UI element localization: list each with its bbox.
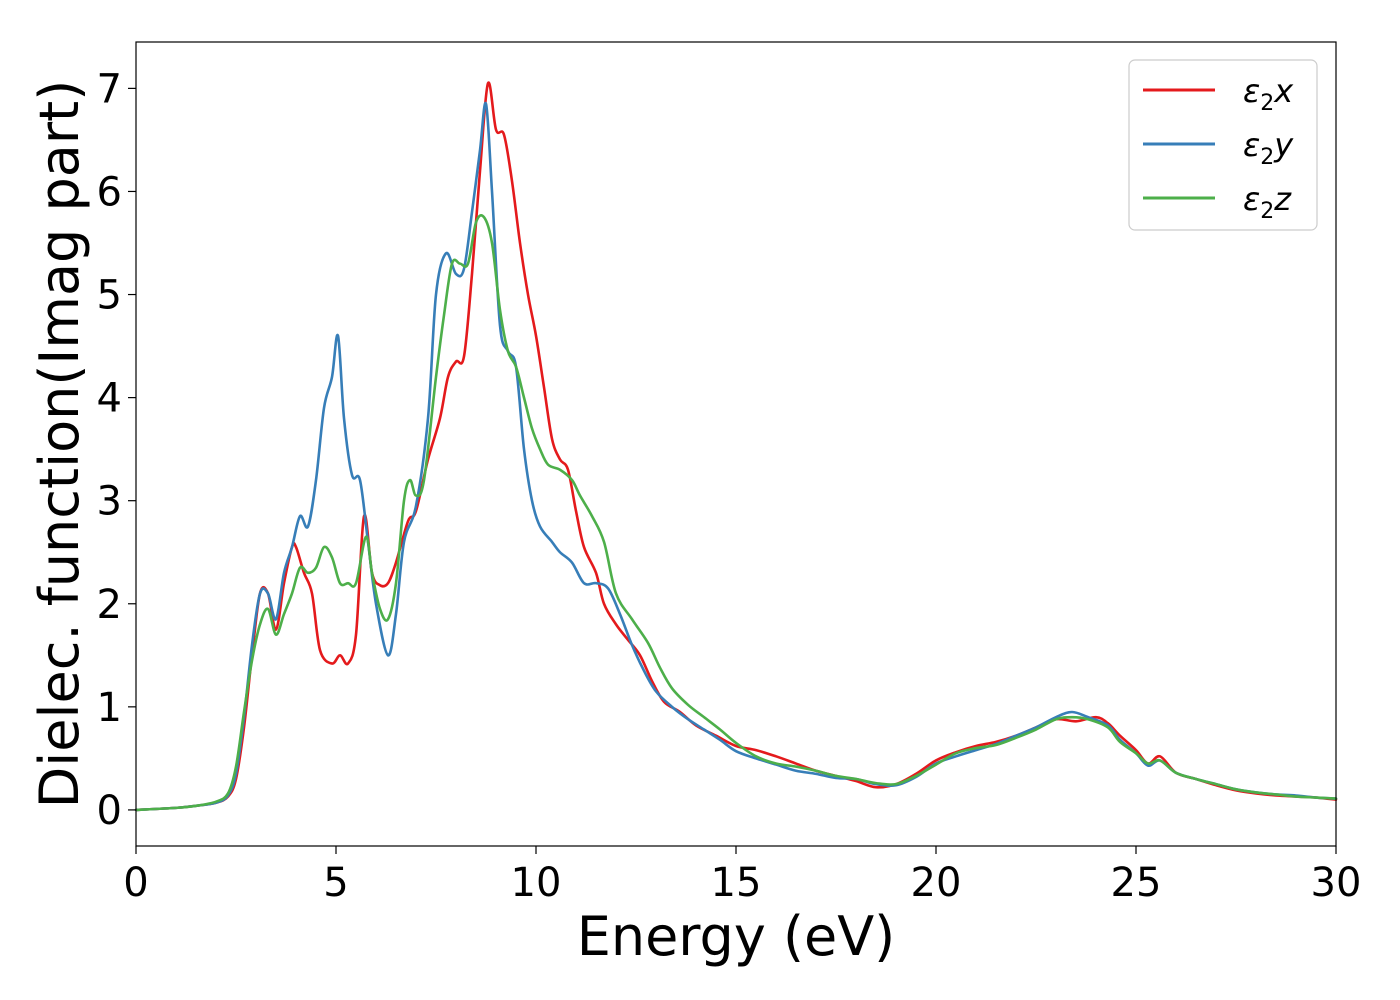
legend-label-y: ε2y [1243, 126, 1294, 170]
legend-label-z: ε2z [1243, 180, 1292, 224]
x-axis-ticks: 0 5 10 15 20 25 30 [123, 846, 1361, 906]
legend-label-subscript: 2 [1260, 91, 1274, 116]
y-tick-label: 6 [97, 169, 122, 215]
legend-box [1128, 59, 1318, 231]
y-tick-label: 5 [97, 273, 122, 319]
y-tick-label: 1 [97, 685, 122, 731]
series-layer [134, 81, 1338, 812]
series-line-z [134, 214, 1338, 812]
x-tick-label: 30 [1311, 860, 1362, 906]
legend-label-axis: y [1273, 126, 1294, 164]
y-tick-label: 2 [97, 582, 122, 628]
legend-label-axis: x [1273, 72, 1294, 110]
legend-label-subscript: 2 [1260, 145, 1274, 170]
series-line-y [134, 101, 1338, 812]
legend-label-axis: z [1273, 180, 1292, 218]
y-tick-label: 4 [97, 376, 122, 422]
x-axis-title: Energy (eV) [577, 905, 896, 968]
y-tick-label: 7 [97, 66, 122, 112]
y-tick-label: 0 [97, 788, 122, 834]
x-tick-label: 20 [911, 860, 962, 906]
legend-label-base: ε [1243, 72, 1260, 110]
legend-label-base: ε [1243, 180, 1260, 218]
legend-label-base: ε [1243, 126, 1260, 164]
legend-label-subscript: 2 [1260, 199, 1274, 224]
y-axis-ticks: 0 1 2 3 4 5 6 7 [97, 66, 136, 834]
legend-label-x: ε2x [1243, 72, 1294, 116]
x-tick-label: 15 [711, 860, 762, 906]
x-tick-label: 10 [511, 860, 562, 906]
series-line-x [134, 81, 1338, 812]
x-tick-label: 0 [123, 860, 148, 906]
y-tick-label: 3 [97, 479, 122, 525]
x-tick-label: 25 [1111, 860, 1162, 906]
y-axis-title: Dielec. function(Imag part) [28, 80, 91, 809]
x-tick-label: 5 [323, 860, 348, 906]
